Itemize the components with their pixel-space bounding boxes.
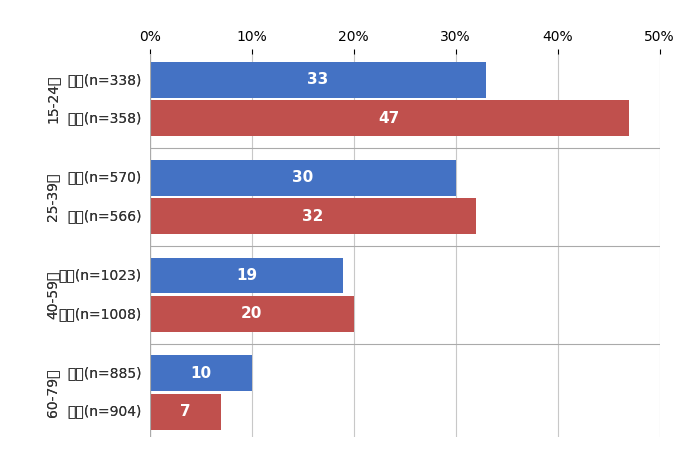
Text: 男性(n=338): 男性(n=338)	[67, 73, 141, 87]
Text: 15-24歳: 15-24歳	[46, 75, 60, 123]
Bar	[150, 258, 343, 294]
Text: 25-39歳: 25-39歳	[46, 173, 60, 221]
Text: 20: 20	[241, 306, 262, 322]
Text: 25-39歳: 25-39歳	[46, 173, 60, 221]
Text: 女性(n=358): 女性(n=358)	[67, 111, 141, 125]
Bar	[150, 355, 252, 391]
Text: 女性(n=904): 女性(n=904)	[67, 405, 141, 419]
Bar	[150, 296, 354, 332]
Text: 32: 32	[302, 208, 324, 224]
Bar	[150, 101, 629, 136]
Text: 男性(n=338): 男性(n=338)	[67, 73, 141, 87]
Text: 男性(n=885): 男性(n=885)	[67, 366, 141, 380]
Text: 男性(n=1023): 男性(n=1023)	[58, 268, 141, 282]
Text: 60-79歳: 60-79歳	[46, 368, 60, 417]
Text: 30: 30	[292, 170, 313, 185]
Text: 40-59歳: 40-59歳	[46, 271, 60, 319]
Text: 40-59歳: 40-59歳	[46, 271, 60, 319]
Text: 男性(n=1023): 男性(n=1023)	[58, 268, 141, 282]
Text: 女性(n=358): 女性(n=358)	[67, 111, 141, 125]
Text: 女性(n=1008): 女性(n=1008)	[58, 307, 141, 321]
Text: 女性(n=904): 女性(n=904)	[67, 405, 141, 419]
Text: 7: 7	[180, 404, 190, 419]
Text: 男性(n=570): 男性(n=570)	[67, 170, 141, 185]
Bar	[150, 198, 476, 234]
Bar	[150, 394, 221, 430]
Bar	[150, 160, 456, 196]
Text: 60-79歳: 60-79歳	[46, 368, 60, 417]
Text: 33: 33	[307, 73, 328, 87]
Text: 女性(n=566): 女性(n=566)	[67, 209, 141, 223]
Text: 15-24歳: 15-24歳	[46, 75, 60, 123]
Text: 男性(n=885): 男性(n=885)	[67, 366, 141, 380]
Text: 47: 47	[379, 111, 400, 126]
Bar	[150, 62, 486, 98]
Text: 19: 19	[236, 268, 257, 283]
Text: 男性(n=570): 男性(n=570)	[67, 170, 141, 185]
Text: 女性(n=1008): 女性(n=1008)	[58, 307, 141, 321]
Text: 女性(n=566): 女性(n=566)	[67, 209, 141, 223]
Text: 10: 10	[190, 366, 211, 381]
